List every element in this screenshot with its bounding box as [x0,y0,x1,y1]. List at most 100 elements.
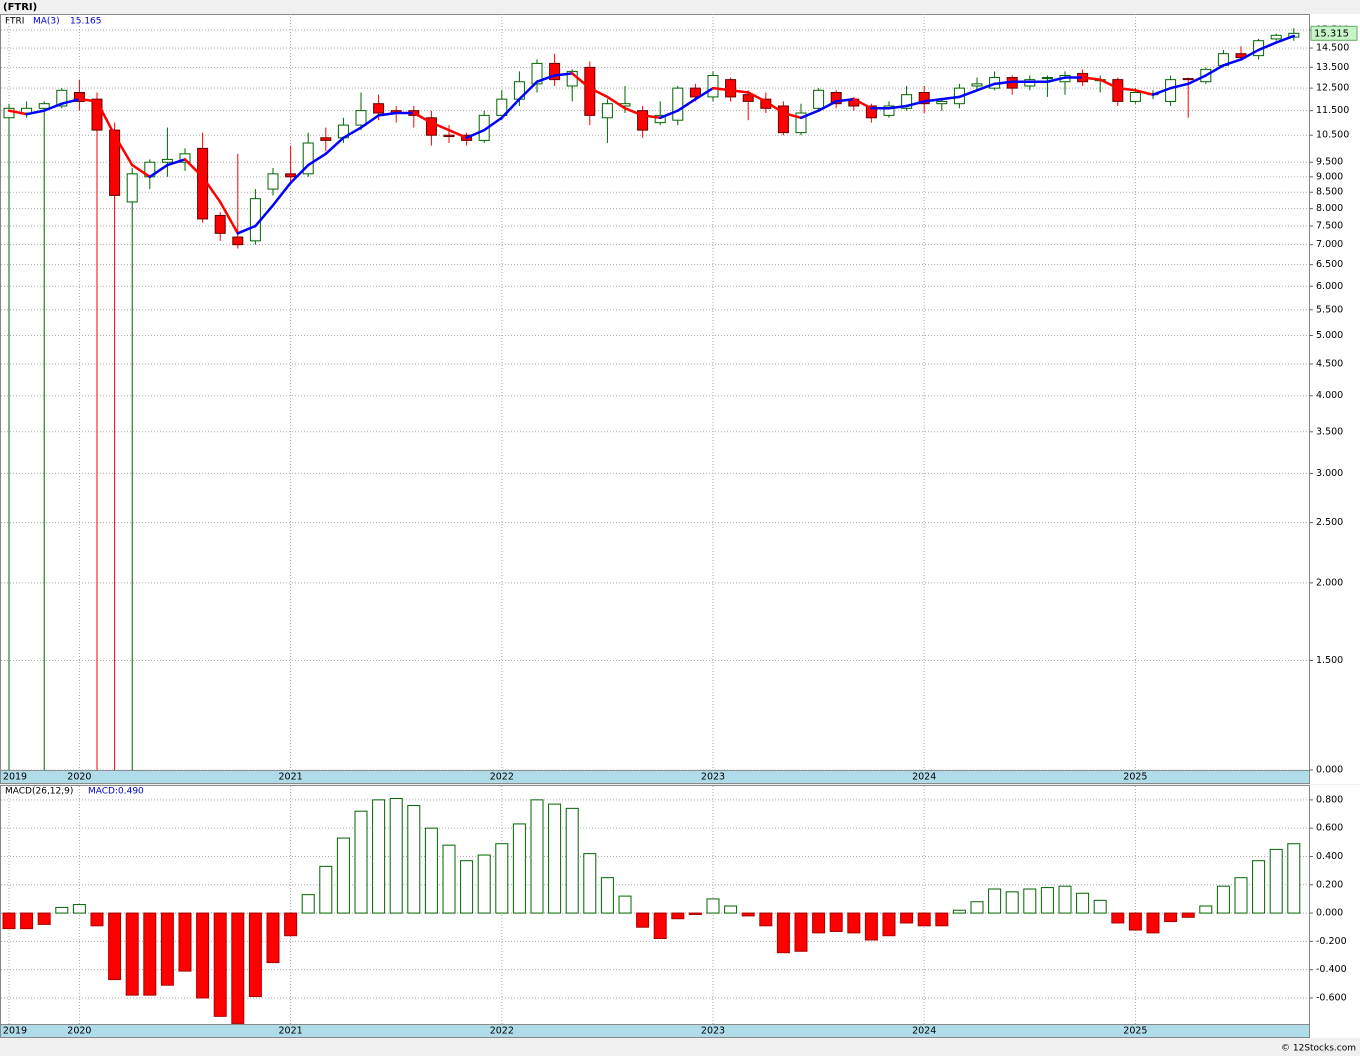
ma-line [817,100,838,112]
ma-line [518,80,539,101]
macd-bar [1269,848,1283,914]
candle-body [637,110,649,131]
candle-body [443,134,455,137]
x-tick-label: 2020 [67,1026,91,1037]
macd-bar [1023,888,1037,914]
ma-line [148,163,169,179]
last-price-box [1310,25,1358,41]
macd-bar [72,904,86,914]
candle-body [742,94,754,102]
macd-bar [495,843,509,914]
y-tick-label: 5.000 [1316,330,1343,341]
candle-body [161,158,173,163]
last-price-label: 15.315 [1314,28,1349,39]
ma-line [324,136,345,156]
macd-bar [829,912,843,932]
ma-line [254,204,275,228]
ma-line [25,109,46,116]
macd-bar [196,912,210,999]
ma-line [1098,78,1120,90]
macd-bar [37,912,51,925]
ma-line [42,102,64,112]
ma-line [1222,58,1243,67]
x-tick-label: 2023 [701,772,725,783]
year-strip [0,770,1310,784]
ma-line [236,224,257,235]
macd-bar [125,912,139,996]
candle-body [777,105,789,134]
candle-body [936,100,948,105]
y-tick-label: 9.500 [1316,157,1343,168]
ma-line [1186,74,1208,86]
ma-line [764,100,785,115]
macd-bar [55,906,69,914]
candle-body [918,91,930,105]
ma-line [1204,64,1225,77]
macd-bar [301,894,315,914]
macd-bar [319,865,333,914]
macd-bar [618,895,632,914]
y-tick-label: 0.400 [1316,851,1343,862]
y-tick-label: -0.400 [1316,964,1347,975]
candle-body [584,66,596,116]
ma-line [412,111,433,124]
macd-bar [847,912,861,934]
ma-line [1046,76,1067,83]
ma-line [78,97,99,103]
candle-body [56,89,68,107]
y-tick-label: 2.500 [1316,517,1343,528]
macd-bar [970,901,984,914]
macd-bar [706,898,720,914]
macd-bar [407,805,421,914]
ma-line [1081,76,1102,81]
macd-bar [178,912,192,972]
candle-body [1112,79,1124,102]
candle-body [91,98,103,131]
y-tick-label: 4.000 [1316,390,1343,401]
x-tick-label: 2024 [912,1026,936,1037]
candle-body [496,98,508,116]
macd-bar [1252,860,1266,914]
ma-line [641,114,662,120]
ma-line [447,128,468,140]
y-tick-label: 12.500 [1316,83,1349,94]
y-tick-label: 7.500 [1316,221,1343,232]
ma-line [113,133,134,167]
legend-ma-name: MA(3) [33,17,60,27]
x-tick-label: 2023 [701,1026,725,1037]
macd-bar [794,912,808,952]
macd-bar [231,912,245,1024]
macd-bar [143,912,157,996]
ma-line [482,116,504,132]
macd-bar [636,912,650,928]
x-tick-label: 2024 [912,772,936,783]
candle-body [373,103,385,114]
ma-line [1134,89,1155,96]
macd-bar [108,912,122,981]
candle-body [1129,91,1141,102]
macd-bar [20,912,34,930]
macd-bar [776,912,790,954]
ma-line [623,107,644,117]
ma-line [500,97,521,120]
ma-line [271,181,292,207]
ma-line [7,109,28,116]
macd-legend-name: MACD(26,12,9) [5,787,73,797]
macd-bar [1005,891,1019,914]
ma-line [183,158,204,179]
macd-bar [213,912,227,1017]
y-tick-label: 5.500 [1316,304,1343,315]
macd-bar [372,799,386,914]
candle-body [830,91,842,105]
macd-bar [160,912,174,986]
macd-bar [1199,905,1213,914]
year-strip [0,1024,1310,1038]
macd-bar [917,912,931,927]
ma-line [746,91,768,103]
candle-body [179,153,191,163]
ma-line [799,109,820,120]
ma-line [940,95,961,101]
macd-bar [600,877,614,914]
macd-bar [583,853,597,914]
macd-legend-value: MACD:0.490 [88,787,144,797]
